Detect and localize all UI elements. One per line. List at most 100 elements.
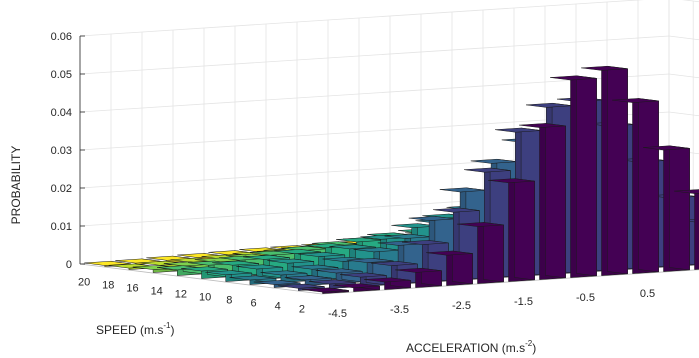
bar-side-face xyxy=(669,145,690,271)
bar-top-face xyxy=(218,255,266,261)
bar-top-face xyxy=(302,287,349,293)
bar-top-face xyxy=(401,240,449,245)
z-tick-label: 0.03 xyxy=(51,145,72,157)
acceleration-tick-label: 0.5 xyxy=(640,288,655,300)
bar xyxy=(581,65,628,276)
bar-top-face xyxy=(280,246,328,251)
bar-top-face xyxy=(346,258,394,263)
bar xyxy=(302,287,349,294)
bar-top-face xyxy=(84,261,131,266)
bar-top-face xyxy=(212,260,259,266)
bar-side-face xyxy=(545,123,566,279)
bar-top-face xyxy=(267,258,314,264)
bar-side-face xyxy=(576,75,597,277)
bar xyxy=(395,267,442,288)
y-axis-label-main: SPEED (m.s xyxy=(96,323,163,337)
acceleration-tick-label: -4.5 xyxy=(328,308,347,320)
bar-top-face xyxy=(274,249,321,254)
bar-top-face xyxy=(384,234,432,239)
bar-top-face xyxy=(488,178,535,184)
speed-tick-label: 16 xyxy=(126,283,138,295)
z-axis-label: PROBABILITY xyxy=(9,146,23,225)
bar-side-face xyxy=(483,222,504,283)
bar-top-face xyxy=(457,222,504,227)
bar xyxy=(550,75,597,278)
bar-top-face xyxy=(329,244,376,250)
bar-side-face xyxy=(452,250,473,285)
z-tick-label: 0.06 xyxy=(51,31,72,43)
bars-group xyxy=(84,65,699,294)
bar-top-face xyxy=(353,247,401,253)
bar-top-face xyxy=(463,167,511,173)
bar xyxy=(333,283,380,292)
bar-top-face xyxy=(277,283,325,289)
z-tick-label: 0.02 xyxy=(51,183,72,195)
acceleration-tick-label: -3.5 xyxy=(390,304,409,316)
speed-tick-label: 18 xyxy=(102,280,114,292)
bar-top-face xyxy=(370,261,418,266)
bar-top-face xyxy=(612,98,659,103)
bar-top-face xyxy=(229,275,277,281)
x-axis-label-main: ACCELERATION (m.s xyxy=(406,341,525,355)
bar-top-face xyxy=(236,264,283,270)
speed-tick-label: 6 xyxy=(250,298,256,310)
acceleration-tick-label: -1.5 xyxy=(514,296,533,308)
speed-tick-label: 10 xyxy=(199,292,211,304)
bar-top-face xyxy=(339,272,387,278)
bar-top-face xyxy=(525,102,573,108)
bar-top-face xyxy=(205,270,252,276)
bar-top-face xyxy=(333,283,380,289)
z-tick-label: 0.05 xyxy=(51,69,72,81)
bar-top-face xyxy=(364,277,411,283)
y-axis-label: SPEED (m.s-1) xyxy=(96,321,174,337)
bar-side-face xyxy=(514,178,535,281)
y-axis-label-close: ) xyxy=(170,323,174,337)
bar-top-face xyxy=(181,266,228,272)
x-axis-label-close: ) xyxy=(532,341,536,355)
z-tick-label: 0.01 xyxy=(51,221,72,233)
bar-top-face xyxy=(395,267,442,273)
bar-top-face xyxy=(581,65,628,71)
speed-tick-label: 2 xyxy=(299,304,305,316)
bar-top-face xyxy=(260,270,308,276)
bar-top-face xyxy=(519,123,566,128)
bar-side-face xyxy=(638,98,659,273)
bar xyxy=(519,123,566,280)
bar-top-face xyxy=(439,187,487,193)
bar-top-face xyxy=(298,252,345,257)
x-axis-label-sup: -2 xyxy=(525,339,533,348)
bar-top-face xyxy=(377,240,425,246)
x-axis-label: ACCELERATION (m.s-2) xyxy=(406,339,536,355)
bar xyxy=(426,250,473,286)
bar-top-face xyxy=(408,216,456,221)
bar-top-face xyxy=(311,241,359,247)
bar-top-face xyxy=(336,237,383,243)
bar-top-face xyxy=(253,280,301,285)
bar-top-face xyxy=(243,254,290,260)
bar-top-face xyxy=(284,275,332,281)
z-tick-label: 0.04 xyxy=(51,107,72,119)
bar xyxy=(612,98,659,274)
speed-tick-label: 12 xyxy=(175,289,187,301)
acceleration-tick-label: -2.5 xyxy=(452,300,471,312)
z-grid-line xyxy=(79,0,699,37)
bar-side-face xyxy=(607,65,628,275)
bar-top-face xyxy=(426,250,473,256)
speed-tick-label: 20 xyxy=(78,277,90,289)
tick-labels: 0 0.01 0.02 0.03 0.04 0.05 0.06 -4.5 -3.5 -2.5 -1.… xyxy=(51,31,656,320)
speed-tick-label: 14 xyxy=(151,286,163,298)
bar-top-face xyxy=(494,127,542,133)
bar-top-face xyxy=(163,261,211,267)
bar-top-face xyxy=(308,279,356,285)
bar-front-face xyxy=(694,193,699,270)
bar-top-face xyxy=(550,75,597,81)
speed-tick-label: 4 xyxy=(275,301,281,313)
bar-top-face xyxy=(360,234,407,240)
speed-tick-label: 8 xyxy=(226,295,232,307)
bar xyxy=(364,277,411,290)
acceleration-tick-label: -0.5 xyxy=(576,292,595,304)
bar-top-face xyxy=(315,268,363,274)
bar-top-face xyxy=(432,207,480,213)
bar-top-face xyxy=(291,264,339,270)
